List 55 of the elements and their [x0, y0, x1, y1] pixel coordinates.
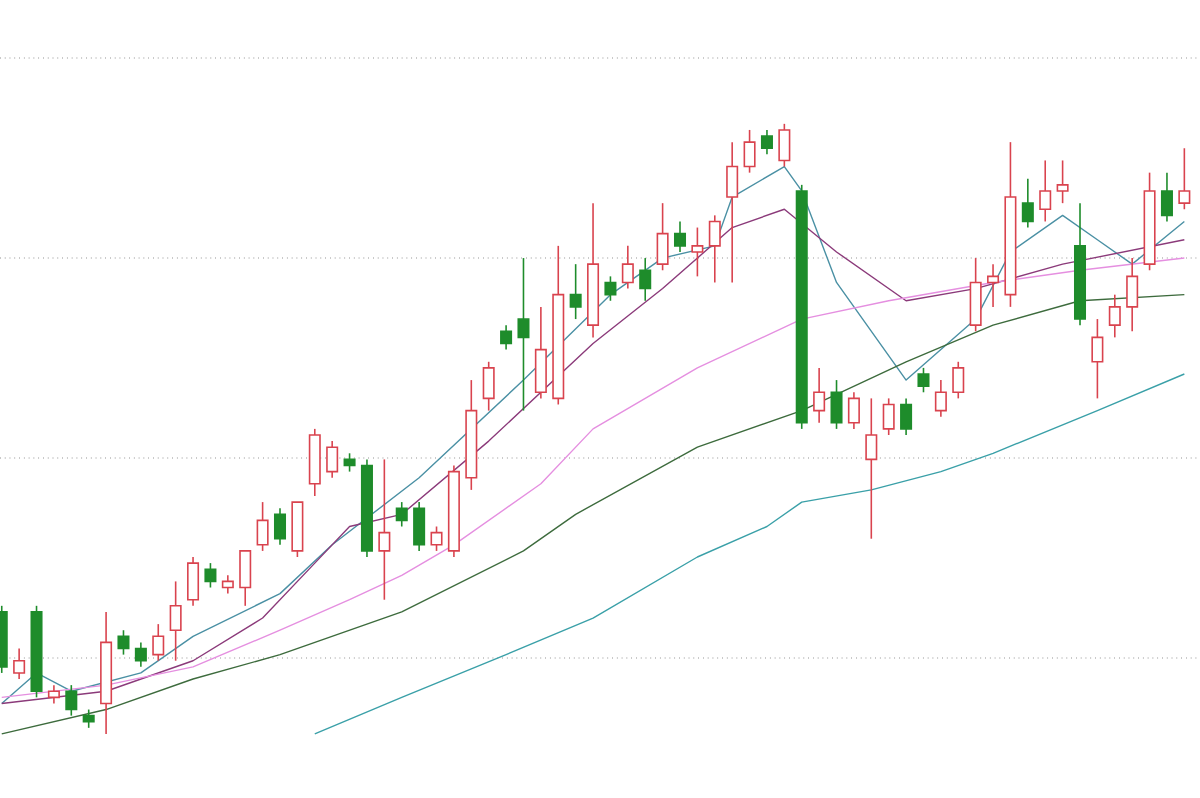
candlestick	[378, 458, 391, 601]
candlestick	[900, 397, 913, 436]
candlestick	[534, 306, 547, 400]
candlestick	[395, 501, 408, 528]
candlestick	[934, 379, 947, 418]
candlestick	[430, 525, 443, 552]
candlestick	[152, 623, 165, 662]
candlestick	[187, 556, 200, 607]
candlestick	[987, 263, 1000, 308]
candlestick	[413, 501, 426, 552]
candlestick	[482, 360, 495, 412]
candlestick	[621, 245, 634, 290]
candlestick	[743, 129, 756, 174]
candlestick	[569, 263, 582, 320]
candlestick	[691, 226, 704, 278]
candlestick	[273, 507, 287, 546]
candlestick	[326, 440, 339, 479]
candlestick	[343, 452, 356, 473]
candlestick	[134, 641, 147, 668]
candlestick	[82, 708, 95, 729]
candlestick	[13, 647, 26, 680]
candlestick	[1021, 177, 1034, 229]
candlestick	[1091, 318, 1104, 400]
candlestick	[656, 202, 669, 272]
candlestick	[708, 214, 721, 284]
candlestick	[1056, 159, 1069, 204]
candlestick	[256, 501, 269, 552]
candlestick	[830, 379, 843, 430]
candlestick	[47, 684, 60, 705]
candlestick	[65, 684, 78, 717]
candlestick	[882, 397, 895, 436]
candlestick	[169, 580, 182, 662]
candlestick	[1039, 159, 1052, 223]
candlestick	[813, 367, 826, 424]
candlestick	[239, 550, 252, 607]
candlestick	[639, 257, 652, 302]
candlestick	[221, 574, 234, 595]
candlestick	[517, 257, 530, 412]
candlestick	[969, 257, 982, 333]
candlestick	[500, 324, 513, 351]
candlestick	[117, 629, 130, 656]
candlestick	[1108, 293, 1121, 339]
candlestick	[778, 123, 791, 168]
candlestick	[1126, 257, 1139, 333]
candlestick	[917, 367, 930, 394]
candlestick	[1178, 147, 1191, 211]
candlestick	[604, 275, 617, 302]
candlestick	[726, 141, 739, 284]
candlestick	[673, 220, 687, 253]
candlestick	[1160, 171, 1173, 223]
candlestick	[952, 360, 965, 400]
candlestick	[760, 129, 773, 156]
candlestick	[865, 397, 878, 540]
candlestick	[847, 391, 860, 430]
candlestick	[204, 562, 217, 589]
